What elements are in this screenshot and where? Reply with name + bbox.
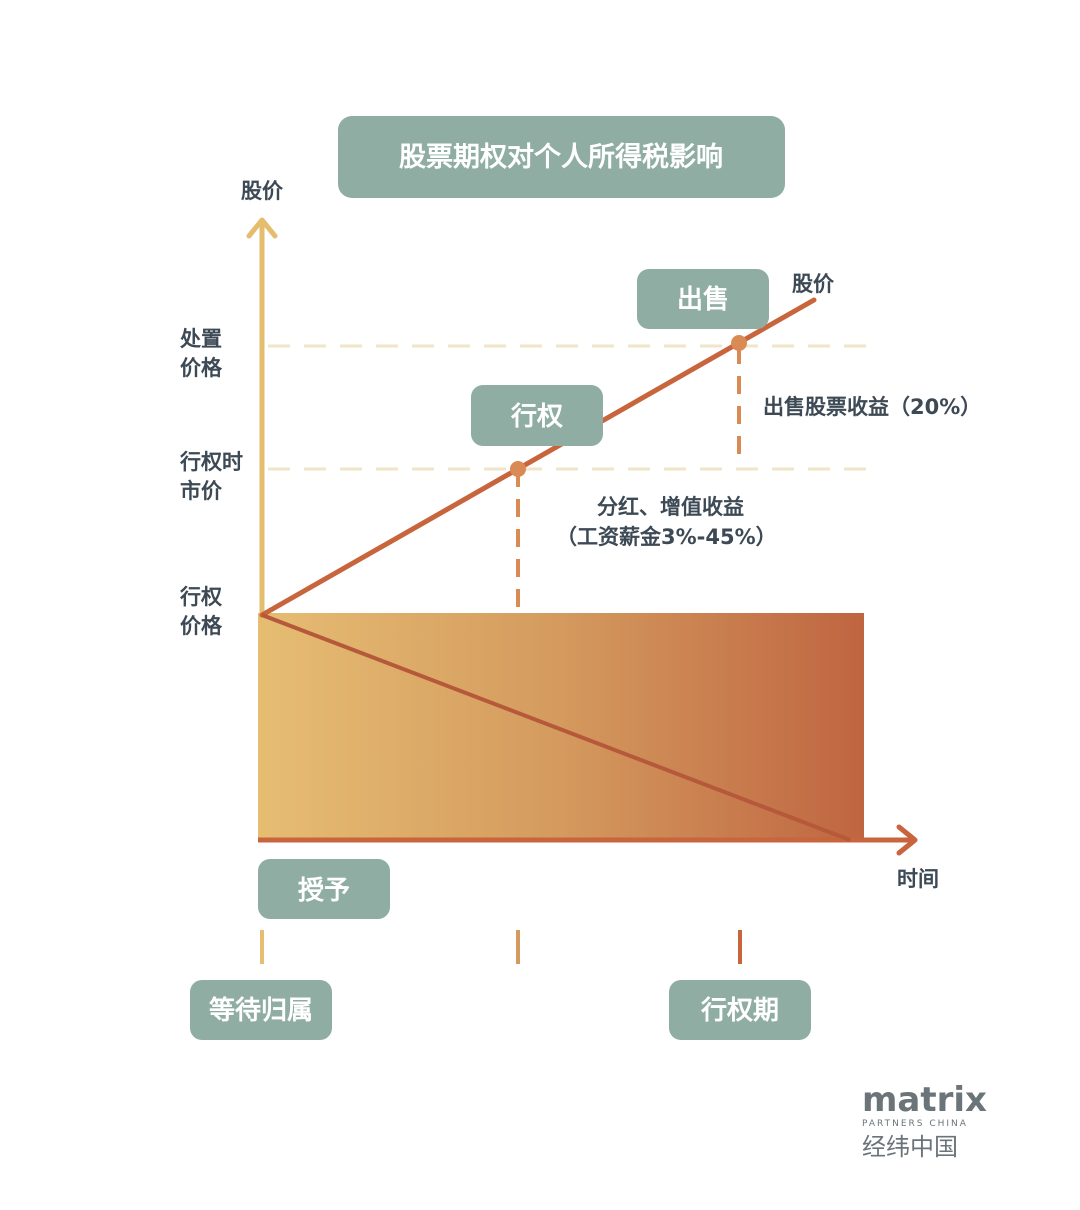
exercise-pill: 行权: [471, 385, 603, 446]
grant-pill: 授予: [258, 859, 390, 919]
stock-price-line-label: 股价: [792, 272, 835, 296]
stock-price-line: [259, 297, 817, 618]
exercise-period-label: 行权期: [700, 995, 779, 1026]
sell-point: [731, 335, 747, 351]
logo-cn: 经纬中国: [862, 1133, 958, 1161]
market-price-label-1: 行权时: [179, 450, 243, 474]
x-axis-label: 时间: [897, 867, 939, 891]
exercise-period-pill: 行权期: [669, 980, 811, 1040]
exercise-price-label-2: 价格: [180, 614, 223, 638]
logo-sub: PARTNERS CHINA: [862, 1119, 968, 1129]
timeline: [260, 930, 742, 964]
matrix-logo: matrix PARTNERS CHINA 经纬中国: [862, 1080, 987, 1161]
sell-pill: 出售: [637, 269, 769, 329]
disposal-price-label-2: 价格: [180, 356, 223, 380]
logo-word: matrix: [862, 1080, 987, 1120]
grant-label: 授予: [298, 876, 350, 906]
exercise-gain-note-2: （工资薪金3%-45%）: [556, 525, 777, 549]
diagram-title: 股票期权对个人所得税影响: [399, 141, 723, 173]
sell-label: 出售: [677, 284, 729, 315]
vesting-pill: 等待归属: [190, 980, 332, 1040]
market-price-label-2: 市价: [180, 479, 223, 503]
declining-line: [261, 613, 851, 842]
vesting-label: 等待归属: [209, 995, 313, 1026]
sale-gain-note: 出售股票收益（20%）: [763, 395, 981, 419]
disposal-price-label-1: 处置: [179, 327, 222, 351]
x-axis-arrow: [896, 824, 918, 856]
y-axis-arrow: [246, 217, 278, 239]
exercise-label: 行权: [510, 401, 563, 432]
exercise-price-label-1: 行权: [179, 585, 222, 609]
exercise-gain-note-1: 分红、增值收益: [597, 495, 744, 519]
exercise-point: [510, 461, 526, 477]
title-pill: 股票期权对个人所得税影响: [338, 116, 785, 198]
y-axis-label: 股价: [241, 179, 284, 203]
